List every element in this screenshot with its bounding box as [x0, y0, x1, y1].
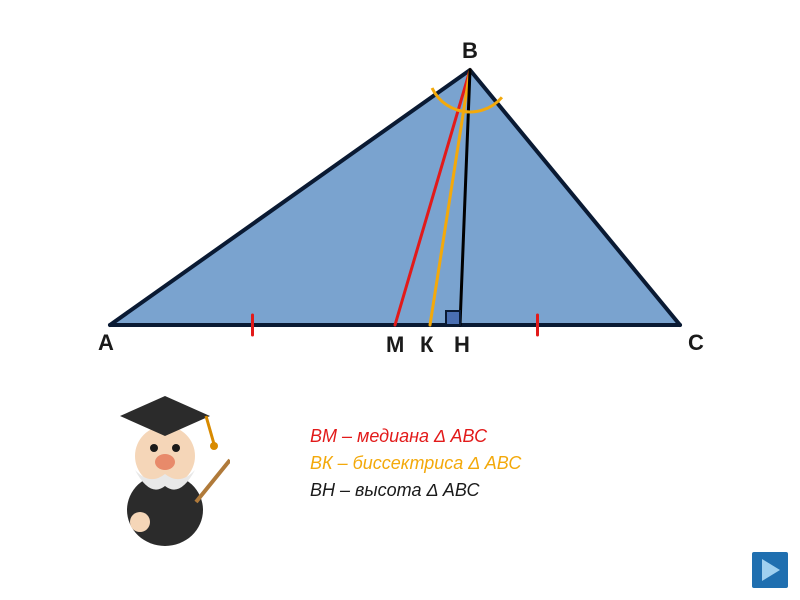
legend-bisector: ВК – биссектриса Δ АВС — [310, 453, 521, 474]
label-K: К — [420, 332, 433, 358]
legend-altitude: ВН – высота Δ АВС — [310, 480, 521, 501]
label-H: Н — [454, 332, 470, 358]
label-C: С — [688, 330, 704, 356]
right-angle-mark — [446, 311, 460, 325]
label-A: А — [98, 330, 114, 356]
professor-mascot-icon — [110, 390, 230, 550]
legend-median: ВМ – медиана Δ АВС — [310, 426, 521, 447]
legend: ВМ – медиана Δ АВС ВК – биссектриса Δ АВ… — [310, 420, 521, 507]
label-B: В — [462, 38, 478, 64]
next-button[interactable] — [752, 552, 788, 588]
label-M: М — [386, 332, 404, 358]
